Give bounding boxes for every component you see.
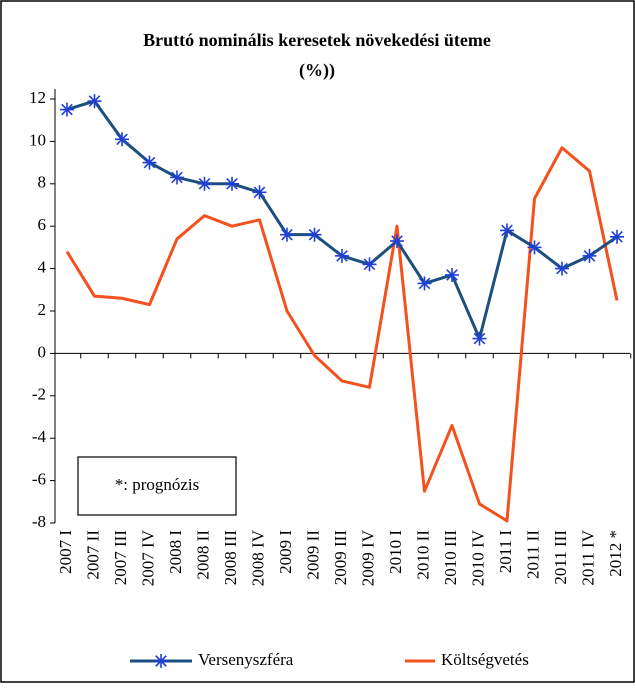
marker [252, 185, 267, 200]
marker [170, 170, 184, 185]
marker-stroke [88, 95, 101, 107]
y-tick-label: 2 [38, 300, 47, 319]
marker-stroke [226, 177, 238, 190]
marker-stroke [308, 228, 321, 241]
marker-stroke [198, 177, 211, 190]
x-tick-label: 2009 III [331, 530, 350, 586]
x-tick-label: 2010 I [386, 530, 405, 574]
marker [142, 155, 157, 170]
x-tick-label: 2008 I [166, 530, 185, 574]
y-tick-label: -4 [32, 427, 47, 446]
marker [225, 176, 239, 191]
y-tick-label: 0 [38, 342, 47, 361]
marker [500, 223, 514, 238]
marker [335, 248, 349, 263]
x-tick-label: 2009 I [276, 530, 295, 574]
chart-subtitle: (%)) [299, 60, 335, 81]
marker [445, 267, 459, 282]
marker-stroke [155, 655, 167, 667]
marker [527, 240, 542, 255]
x-tick-label: 2011 I [496, 530, 515, 574]
legend-label: Versenyszféra [198, 650, 294, 669]
y-tick-label: 12 [29, 88, 46, 107]
marker [610, 229, 624, 244]
x-tick-label: 2011 IV [578, 529, 597, 585]
chart-title: Bruttó nominális keresetek növekedési üt… [143, 30, 491, 50]
y-tick-label: 6 [38, 215, 47, 234]
y-tick-label: -2 [32, 385, 46, 404]
x-tick-label: 2008 II [193, 530, 212, 580]
marker-stroke [583, 250, 596, 262]
marker-stroke [253, 186, 266, 199]
marker-stroke [336, 250, 348, 262]
marker [390, 234, 404, 249]
marker [87, 94, 102, 109]
marker [582, 248, 597, 263]
marker [472, 331, 487, 346]
x-tick-label: 2007 I [56, 530, 75, 574]
marker-stroke [501, 224, 513, 237]
legend-label: Költségvetés [441, 650, 529, 669]
marker [115, 132, 129, 147]
marker [60, 102, 74, 117]
annotation: *: prognózis [115, 475, 200, 494]
marker-stroke [116, 133, 128, 146]
marker-stroke [473, 332, 486, 345]
y-tick-label: 8 [38, 173, 47, 192]
x-tick-label: 2007 III [111, 530, 130, 586]
x-tick-label: 2008 III [221, 530, 240, 586]
marker-stroke [391, 235, 403, 247]
annotation-box [77, 456, 237, 516]
x-tick-label: 2011 II [523, 530, 542, 579]
y-tick-label: -6 [32, 470, 46, 489]
x-tick-label: 2011 III [551, 530, 570, 585]
y-tick-label: 4 [38, 258, 47, 277]
marker-stroke [528, 241, 541, 254]
marker-stroke [446, 269, 458, 281]
marker-stroke [611, 230, 623, 243]
marker-stroke [171, 171, 183, 184]
x-tick-label: 2010 IV [468, 529, 487, 586]
marker [197, 176, 212, 191]
marker-stroke [281, 228, 293, 241]
marker [280, 227, 294, 242]
y-tick-label: -8 [32, 512, 46, 531]
marker-stroke [61, 103, 73, 116]
x-tick-label: 2009 IV [358, 529, 377, 586]
marker-stroke [143, 156, 156, 169]
x-tick-label: 2007 IV [138, 529, 157, 586]
x-tick-label: 2009 II [303, 530, 322, 580]
marker [555, 261, 569, 276]
marker [154, 654, 168, 668]
marker-stroke [418, 277, 431, 290]
x-tick-label: 2010 II [413, 530, 432, 580]
y-tick-label: 10 [29, 130, 46, 149]
x-tick-label: 2007 II [83, 530, 102, 580]
marker [307, 227, 322, 242]
marker-stroke [556, 262, 568, 275]
series-line [65, 146, 619, 523]
x-tick-label: 2012 * [606, 530, 625, 577]
marker [362, 257, 377, 272]
x-tick-label: 2010 III [441, 530, 460, 586]
marker [417, 276, 432, 291]
x-tick-label: 2008 IV [248, 529, 267, 586]
marker-stroke [363, 258, 376, 271]
